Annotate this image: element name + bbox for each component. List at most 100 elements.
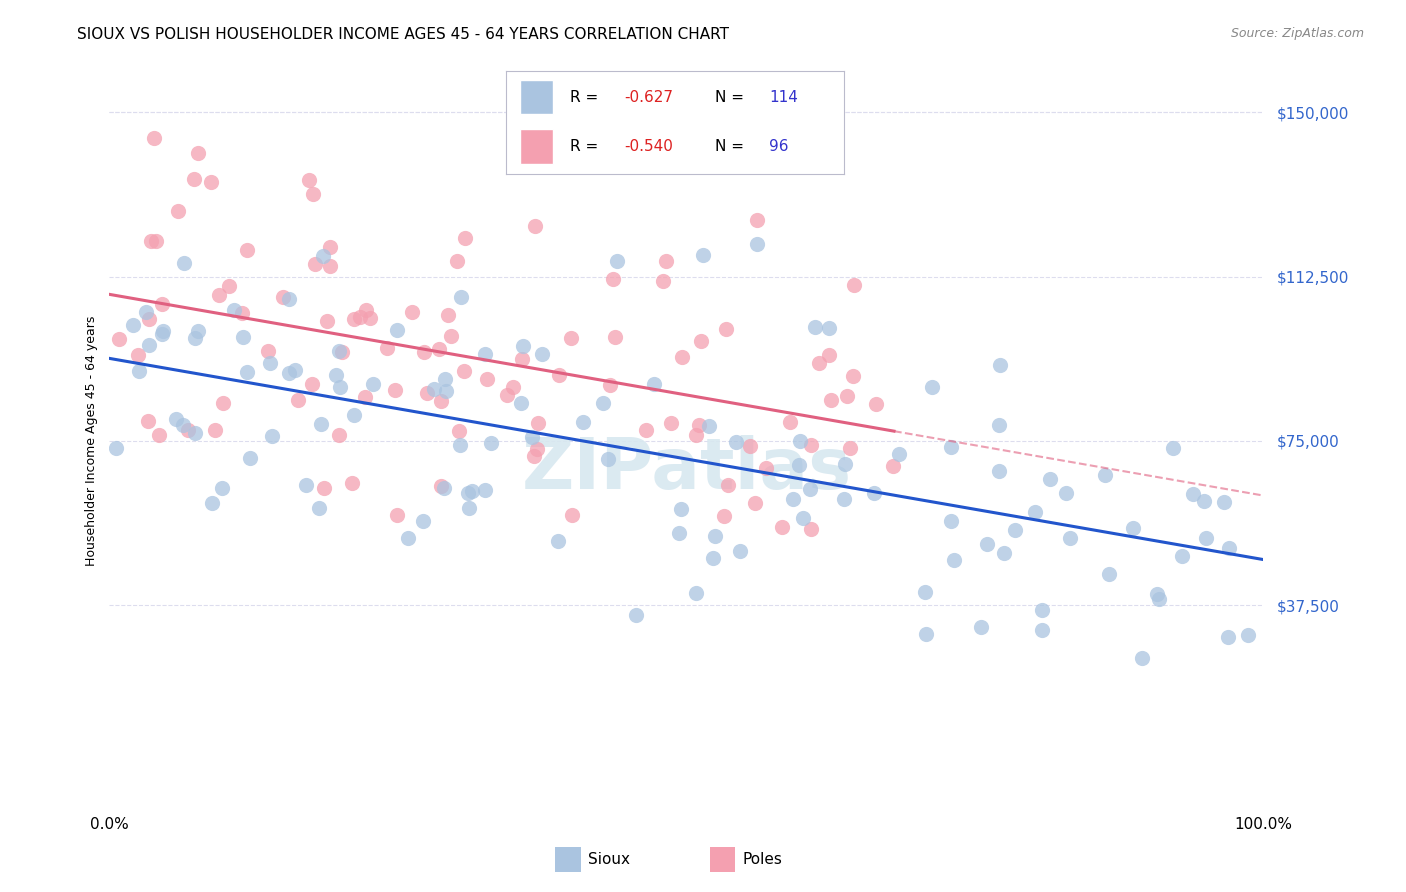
Point <box>173 256 195 270</box>
Point <box>561 508 583 523</box>
Point <box>1004 523 1026 537</box>
Point <box>139 234 162 248</box>
Point <box>716 322 738 336</box>
Point <box>526 442 548 456</box>
Point <box>699 418 721 433</box>
Text: Sioux: Sioux <box>588 853 630 867</box>
Text: N =: N = <box>716 89 749 104</box>
Point <box>832 492 855 507</box>
Point <box>387 508 409 522</box>
Point <box>755 460 778 475</box>
Point <box>284 363 307 377</box>
Point <box>523 449 546 463</box>
Point <box>745 236 768 251</box>
Point <box>1094 468 1116 483</box>
Point <box>1031 603 1053 617</box>
Point <box>1059 531 1081 545</box>
Point <box>127 348 149 362</box>
Point <box>713 508 735 523</box>
Point <box>882 458 904 473</box>
Point <box>502 380 524 394</box>
Point <box>744 496 766 510</box>
Point <box>770 520 793 534</box>
Point <box>278 367 301 381</box>
Point <box>148 427 170 442</box>
Point <box>887 447 910 461</box>
Point <box>808 356 831 370</box>
Point <box>602 272 624 286</box>
Point <box>204 423 226 437</box>
Point <box>416 386 439 401</box>
Point <box>453 364 475 378</box>
Point <box>439 328 461 343</box>
Text: -0.627: -0.627 <box>624 89 673 104</box>
Y-axis label: Householder Income Ages 45 - 64 years: Householder Income Ages 45 - 64 years <box>86 316 98 566</box>
Point <box>624 607 647 622</box>
Point <box>728 543 751 558</box>
Point <box>510 351 533 366</box>
Text: 96: 96 <box>769 139 789 153</box>
Point <box>429 479 451 493</box>
Point <box>652 274 675 288</box>
Point <box>349 310 371 324</box>
Point <box>211 481 233 495</box>
Point <box>259 356 281 370</box>
Point <box>309 417 332 431</box>
Point <box>474 483 496 498</box>
Text: -0.540: -0.540 <box>624 139 673 153</box>
Point <box>183 171 205 186</box>
Point <box>422 382 444 396</box>
Point <box>914 585 936 599</box>
Point <box>319 240 342 254</box>
Point <box>135 305 157 319</box>
Point <box>970 620 993 634</box>
Point <box>1098 567 1121 582</box>
Point <box>1237 628 1260 642</box>
Text: Source: ZipAtlas.com: Source: ZipAtlas.com <box>1230 27 1364 40</box>
Point <box>655 254 678 268</box>
Point <box>138 338 160 352</box>
Text: Poles: Poles <box>742 853 782 867</box>
Point <box>260 429 283 443</box>
Point <box>1031 624 1053 638</box>
Point <box>1130 651 1153 665</box>
Point <box>572 416 595 430</box>
Point <box>474 347 496 361</box>
Point <box>818 348 841 362</box>
Point <box>636 423 658 437</box>
Text: R =: R = <box>571 89 603 104</box>
Point <box>530 347 553 361</box>
Point <box>212 396 235 410</box>
Point <box>606 253 628 268</box>
Text: R =: R = <box>571 139 603 153</box>
Point <box>792 511 814 525</box>
Point <box>412 514 434 528</box>
Point <box>122 318 145 332</box>
Point <box>779 415 801 429</box>
Point <box>495 388 517 402</box>
Point <box>1218 541 1240 555</box>
Point <box>685 428 707 442</box>
Point <box>231 306 253 320</box>
Point <box>354 303 377 318</box>
Point <box>834 457 856 471</box>
Point <box>599 377 621 392</box>
Point <box>150 326 173 341</box>
Point <box>527 417 550 431</box>
Point <box>342 475 364 490</box>
Point <box>1171 549 1194 563</box>
Point <box>449 438 471 452</box>
Point <box>184 331 207 345</box>
Point <box>295 477 318 491</box>
Point <box>738 439 761 453</box>
Point <box>990 359 1012 373</box>
Point <box>302 187 325 202</box>
Point <box>643 377 665 392</box>
Point <box>461 483 484 498</box>
Point <box>107 332 129 346</box>
Point <box>145 234 167 248</box>
Point <box>236 365 259 379</box>
Text: SIOUX VS POLISH HOUSEHOLDER INCOME AGES 45 - 64 YEARS CORRELATION CHART: SIOUX VS POLISH HOUSEHOLDER INCOME AGES … <box>77 27 730 42</box>
Point <box>603 330 626 344</box>
Point <box>136 414 159 428</box>
